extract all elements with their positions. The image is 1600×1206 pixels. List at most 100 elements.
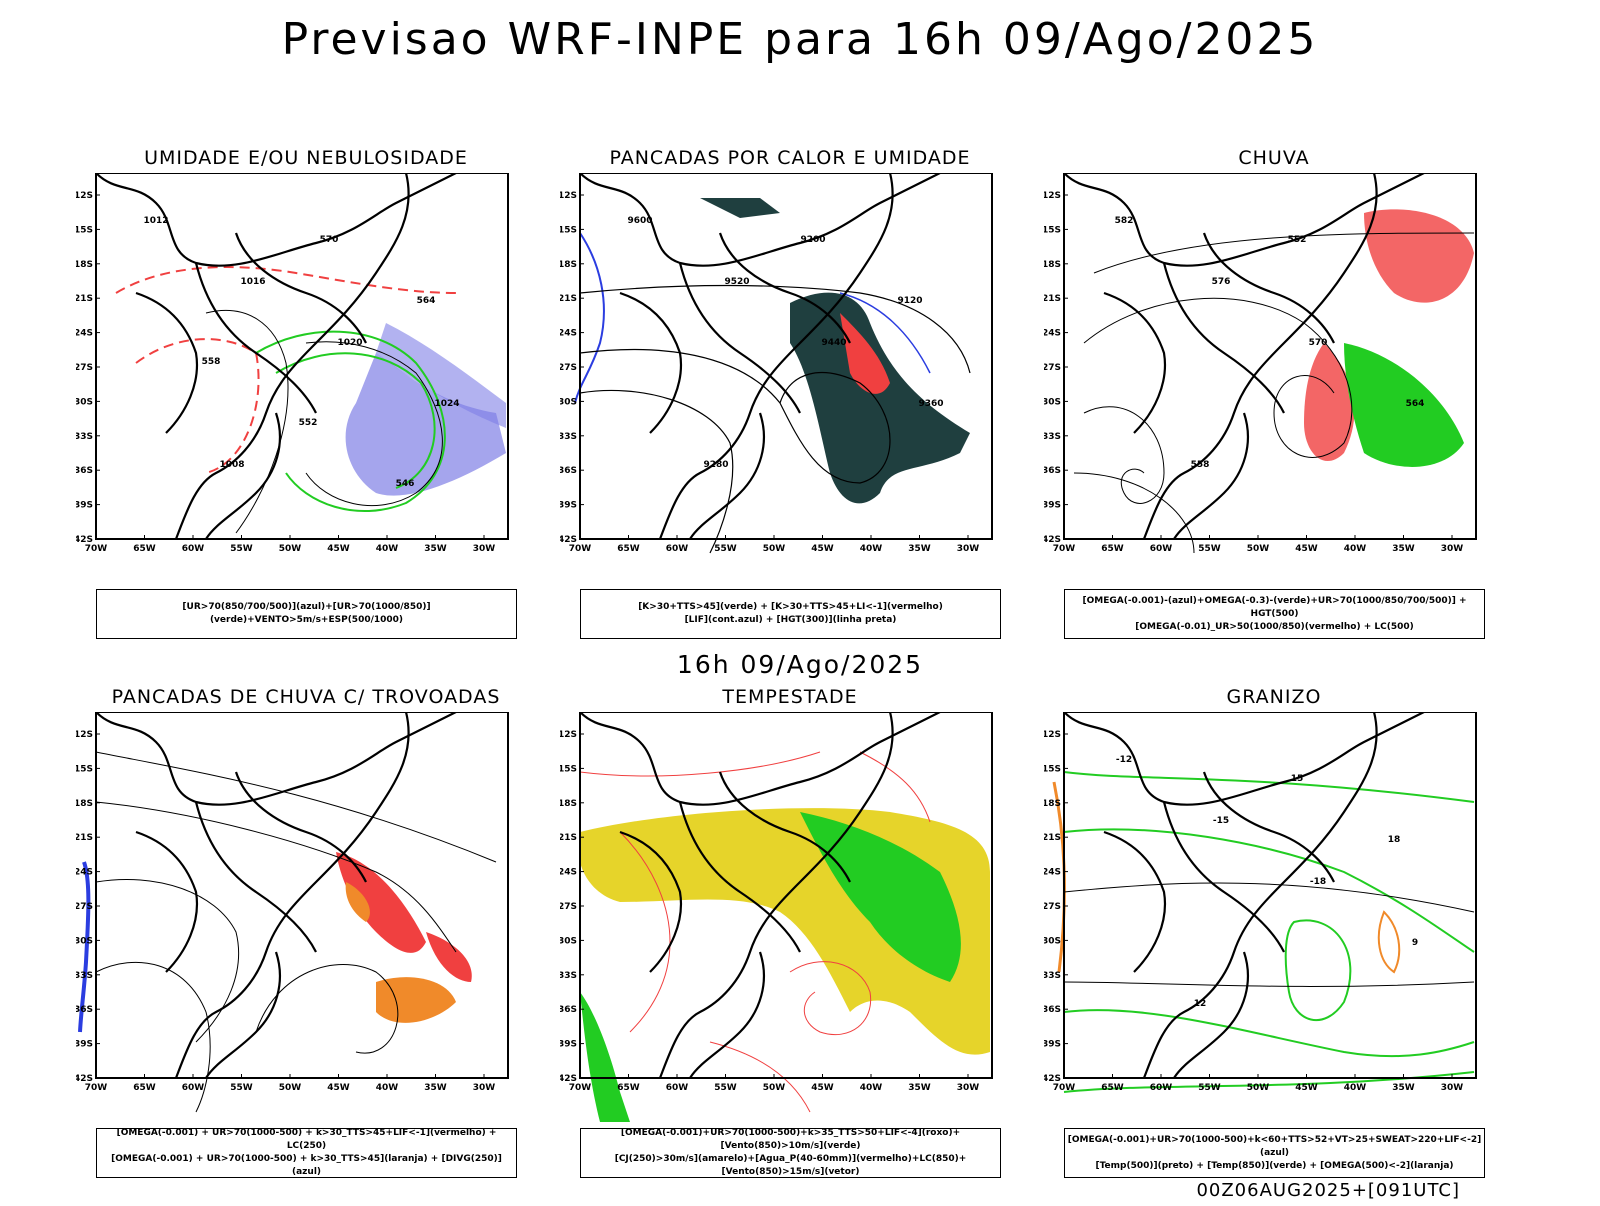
hgt500-contour [1073, 472, 1195, 554]
x-tick-label: 55W [1198, 544, 1221, 554]
y-tick-label: 21S [1044, 294, 1061, 304]
x-tick-label: 45W [327, 1083, 350, 1093]
streamline [95, 801, 457, 953]
y-tick-label: 12S [560, 191, 577, 201]
y-tick-label: 21S [560, 294, 577, 304]
x-tick-label: 55W [230, 1083, 253, 1093]
x-tick-label: 55W [714, 1083, 737, 1093]
panel-title: GRANIZO [1226, 686, 1322, 708]
x-tick-label: 40W [860, 1083, 883, 1093]
y-tick-label: 12S [1044, 191, 1061, 201]
y-tick-label: 18S [76, 260, 93, 270]
omega-orange-area [1377, 910, 1401, 974]
y-tick-label: 15S [76, 764, 93, 774]
x-tick-label: 45W [811, 1083, 834, 1093]
instability-teal-area [700, 198, 780, 218]
panel-umidade: UMIDADE E/OU NEBULOSIDADE 70W 65W 60W 55W 50… [76, 147, 536, 667]
x-tick-label: 60W [182, 1083, 205, 1093]
x-tick-label: 35W [908, 1083, 931, 1093]
border-line [194, 262, 317, 414]
legend-box: [OMEGA(-0.001)+UR>70(1000-500)+k>35_TTS>… [580, 1128, 1001, 1178]
hgt-contour [579, 348, 891, 484]
x-tick-label: 70W [85, 544, 108, 554]
contour-label: 564 [417, 296, 436, 306]
y-tick-label: 18S [560, 260, 577, 270]
contour-label: 9360 [918, 399, 943, 409]
coastline [579, 173, 941, 540]
contour-label: 576 [1212, 277, 1231, 287]
border-line [718, 232, 851, 344]
panel-title: CHUVA [1238, 147, 1310, 169]
contour-label: 1008 [219, 460, 244, 470]
lc850-red-streamline [579, 751, 821, 777]
x-tick-label: 70W [1053, 544, 1076, 554]
legend-line: [Temp(500)](preto) + [Temp(850)](verde) … [1095, 1160, 1454, 1171]
y-tick-label: 30S [560, 936, 577, 946]
border-line [658, 712, 894, 1079]
y-tick-label: 42S [1044, 535, 1061, 545]
border-line [1142, 712, 1378, 1079]
y-tick-label: 12S [1044, 730, 1061, 740]
border-line [1202, 232, 1335, 344]
streamline [95, 961, 211, 1113]
y-tick-label: 12S [76, 730, 93, 740]
y-tick-label: 36S [560, 466, 577, 476]
y-tick-label: 33S [1044, 432, 1061, 442]
legend-line: [OMEGA(-0.001)+UR>70(1000-500)+k>35_TTS>… [620, 1128, 961, 1151]
y-tick-label: 24S [1044, 868, 1061, 878]
y-tick-label: 39S [560, 501, 577, 511]
contour-label: 570 [1309, 338, 1328, 348]
contour-label: 552 [299, 418, 318, 428]
x-tick-label: 65W [133, 1083, 156, 1093]
x-tick-label: 30W [1441, 544, 1464, 554]
y-tick-label: 33S [1044, 971, 1061, 981]
y-tick-label: 42S [76, 1074, 93, 1084]
x-tick-label: 35W [1392, 544, 1415, 554]
border-line [234, 771, 367, 883]
contour-label: 9 [1412, 938, 1418, 948]
legend-box: [OMEGA(-0.001) + UR>70(1000-500) + k>30_… [96, 1128, 517, 1178]
coastline [579, 712, 941, 1079]
wind-green-area [580, 992, 630, 1122]
legend-line: [OMEGA(-0.001) + UR>70(1000-500) + k>30_… [116, 1128, 497, 1151]
border-line [689, 951, 765, 1079]
x-tick-label: 60W [1150, 544, 1173, 554]
x-tick-label: 60W [666, 544, 689, 554]
x-tick-label: 30W [473, 544, 496, 554]
x-tick-label: 70W [569, 1083, 592, 1093]
panel-tempestade: TEMPESTADE 70W 65W 60W 55W 50W 45W 40W 35W 30W 12… [560, 686, 1020, 1206]
legend-box: [K>30+TTS>45](verde) + [K>30+TTS>45+LI<-… [580, 589, 1001, 639]
x-tick-label: 60W [666, 1083, 689, 1093]
border-line [1103, 830, 1167, 973]
x-tick-label: 50W [1247, 1083, 1270, 1093]
border-line [1173, 951, 1249, 1079]
panel-pancadas-calor: PANCADAS POR CALOR E UMIDADE 70W 65W 60W 55… [560, 147, 1020, 667]
y-tick-label: 27S [76, 902, 93, 912]
contour-label: 18 [1388, 835, 1401, 845]
map-pancadas-calor: 70W 65W 60W 55W 50W 45W 40W 35W 30W 12S 15S 18S 21S 2… [560, 173, 993, 554]
border-line [174, 173, 410, 540]
legend-line: [CJ(250)>30m/s](amarelo)+[Agua_P(40-60mm… [614, 1154, 967, 1177]
y-tick-label: 30S [76, 397, 93, 407]
rain-green-area [1344, 343, 1464, 467]
map-granizo: 70W 65W 60W 55W 50W 45W 40W 35W 30W 12S 15S 18S 21S 2… [1044, 712, 1477, 1093]
streamline [95, 878, 240, 1043]
y-tick-label: 27S [560, 902, 577, 912]
map-chuva: 70W 65W 60W 55W 50W 45W 40W 35W 30W 12S 15S 18S 21S 2… [1044, 173, 1477, 554]
x-tick-label: 45W [811, 544, 834, 554]
lc850-red-streamline [619, 831, 671, 1033]
instability-red-area [840, 313, 890, 394]
y-tick-label: 33S [560, 971, 577, 981]
y-tick-label: 30S [76, 936, 93, 946]
y-tick-label: 15S [560, 225, 577, 235]
y-tick-label: 39S [1044, 501, 1061, 511]
contour-label: 1016 [240, 277, 265, 287]
streamline [255, 964, 399, 1054]
border-line [1173, 412, 1249, 540]
y-tick-label: 15S [560, 764, 577, 774]
panel-chuva: CHUVA 70W 65W 60W 55W 50W 45W 40W 35W 30W 12S 15S 1… [1044, 147, 1504, 667]
humidity-blue-area [345, 353, 506, 496]
border-line [579, 712, 941, 806]
contour-label: 1020 [337, 338, 362, 348]
x-tick-label: 30W [473, 1083, 496, 1093]
